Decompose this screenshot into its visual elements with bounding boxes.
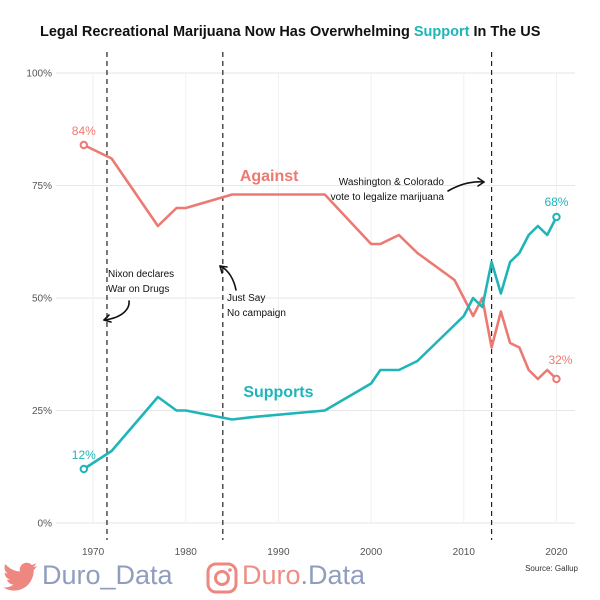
series-line-against (83, 143, 558, 381)
annotation-arrowhead (219, 265, 228, 274)
end-label-against: 84% (72, 124, 96, 138)
annotations: Nixon declares War on Drugs Just Say No cam… (103, 177, 485, 323)
annotation-arrow (447, 181, 485, 192)
series-endpoint-against (552, 374, 561, 384)
source-note: Source: Gallup (525, 564, 578, 573)
series-endpoint-supports (79, 464, 89, 474)
annotation-arrow (103, 300, 130, 321)
series-endpoint-supports (552, 212, 561, 222)
series-label-against: Against (240, 168, 299, 185)
instagram-handle-part-1: Duro (242, 560, 301, 590)
y-tick-label: 25% (32, 406, 52, 417)
annotation-text: War on Drugs (108, 284, 169, 295)
annotation-text: Nixon declares (108, 269, 174, 280)
event-lines (106, 52, 493, 540)
annotation-arrow (219, 265, 237, 291)
y-tick-label: 75% (32, 181, 52, 192)
annotation-text: Just Say (227, 293, 265, 304)
series-group: 84% 32% Against 12% 68% Supports (72, 124, 573, 474)
chart-title: Legal Recreational Marijuana Now Has Ove… (40, 24, 541, 40)
series-label-supports: Supports (243, 384, 313, 401)
series-endpoint-against (79, 140, 89, 150)
end-label-against: 32% (548, 353, 572, 367)
x-tick-label: 1980 (175, 547, 198, 558)
x-tick-label: 1990 (267, 547, 290, 558)
annotation-arrowhead (477, 177, 485, 187)
chart-title-part-3: In The US (469, 24, 540, 40)
instagram-handle-part-2: .Data (300, 560, 366, 590)
annotation-text: No campaign (227, 308, 286, 319)
twitter-icon (4, 562, 37, 591)
y-tick-label: 50% (32, 294, 52, 305)
annotation-text: vote to legalize marijuana (331, 192, 445, 203)
annotation-arrowhead (103, 314, 112, 323)
end-label-supports: 12% (72, 448, 96, 462)
end-label-supports: 68% (544, 195, 568, 209)
y-axis: 0% 25% 50% 75% 100% (26, 69, 52, 530)
y-tick-label: 0% (38, 519, 53, 530)
x-tick-label: 2010 (453, 547, 476, 558)
x-tick-label: 1970 (82, 547, 105, 558)
y-tick-label: 100% (26, 69, 52, 80)
footer: Duro_Data Duro.Data (0, 556, 600, 600)
grid (56, 72, 575, 524)
x-tick-label: 2020 (545, 547, 568, 558)
twitter-handle: Duro_Data (42, 560, 173, 590)
x-tick-label: 2000 (360, 547, 383, 558)
annotation-text: Washington & Colorado (339, 177, 445, 188)
x-axis: 1970 1980 1990 2000 2010 2020 (82, 547, 568, 558)
chart-title-highlight: Support (414, 24, 470, 40)
chart-title-part-1: Legal Recreational Marijuana Now Has Ove… (40, 24, 414, 40)
series-line-supports (83, 216, 558, 471)
instagram-handle: Duro.Data (242, 560, 365, 591)
instagram-icon (206, 562, 238, 594)
